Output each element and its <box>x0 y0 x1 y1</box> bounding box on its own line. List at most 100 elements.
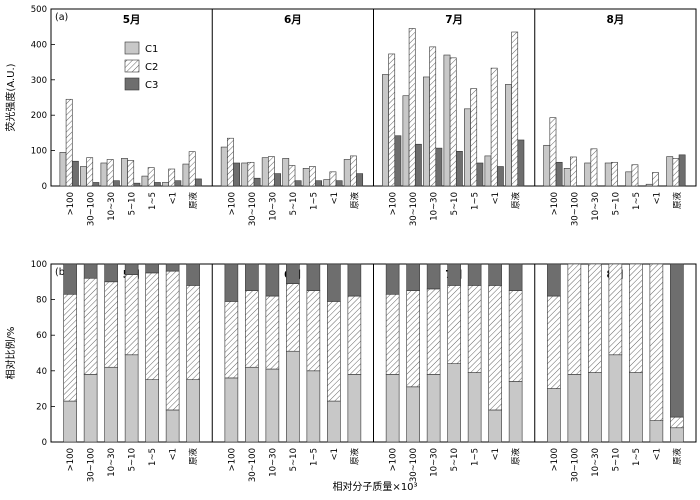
bar-c3 <box>347 263 362 297</box>
bar-c3 <box>253 177 261 187</box>
bar-c2 <box>449 57 457 187</box>
bar-c2 <box>83 277 98 375</box>
bar-c1 <box>508 381 523 443</box>
category-label: >100 <box>66 192 76 215</box>
category-label: 1~5 <box>632 192 642 210</box>
bar-c3 <box>447 263 461 286</box>
y-tick-label: 300 <box>31 76 47 86</box>
bar-c2 <box>408 28 416 187</box>
category-label: 30~100 <box>409 448 419 482</box>
bar-c3 <box>294 180 302 187</box>
bar-c2 <box>590 148 598 187</box>
bar-c3 <box>335 180 343 187</box>
bar-c1 <box>162 182 169 187</box>
category-label: <1 <box>330 192 340 205</box>
bar-c1 <box>83 374 98 443</box>
y-tick-label: 40 <box>36 367 47 377</box>
bar-c1 <box>261 157 269 187</box>
bar-c2 <box>567 263 582 375</box>
bar-c2 <box>286 283 300 352</box>
bar-c1 <box>347 374 362 443</box>
bar-c2 <box>288 165 296 187</box>
bar-c2 <box>547 295 561 389</box>
category-label: 10~30 <box>430 192 440 221</box>
bar-c2 <box>306 290 321 372</box>
bar-c3 <box>356 173 364 187</box>
bar-c1 <box>402 95 410 187</box>
y-tick-label: 100 <box>31 147 47 157</box>
bar-c2 <box>165 270 180 411</box>
bar-c3 <box>327 263 341 302</box>
category-label: <1 <box>652 448 662 461</box>
category-label: 10~30 <box>268 448 278 477</box>
category-label: 30~100 <box>87 192 97 226</box>
group-label: 8月 <box>606 14 624 26</box>
bar-c2 <box>63 293 77 402</box>
panel-label: (a) <box>55 12 68 23</box>
bar-c2 <box>429 46 437 187</box>
bar-c3 <box>186 263 200 286</box>
category-label: 原液 <box>672 448 683 466</box>
bar-c1 <box>302 168 310 187</box>
bar-c3 <box>286 263 300 284</box>
bar-c1 <box>385 374 400 443</box>
bar-c2 <box>631 164 639 187</box>
legend-label-c2: C2 <box>145 62 158 73</box>
category-label: 30~100 <box>570 448 580 482</box>
bar-c2 <box>104 281 118 368</box>
bar-c2 <box>629 263 643 373</box>
legend-swatch-c1 <box>124 41 140 55</box>
bar-c3 <box>555 161 563 187</box>
panel-label: (b) <box>55 267 68 278</box>
bar-c3 <box>306 263 321 292</box>
legend-swatch-c3 <box>124 77 140 91</box>
legend-label-c3: C3 <box>145 80 158 91</box>
bar-c1 <box>327 400 341 443</box>
category-label: 1~5 <box>148 448 158 466</box>
category-label: <1 <box>169 192 179 205</box>
bar-c3 <box>496 166 504 187</box>
category-label: 10~30 <box>430 448 440 477</box>
bar-c3 <box>274 173 282 187</box>
legend-swatch-c2 <box>124 59 140 73</box>
category-label: 5~10 <box>128 192 138 215</box>
category-label: 5~10 <box>289 448 299 471</box>
bar-c1 <box>282 158 290 187</box>
bar-c3 <box>124 263 139 275</box>
bar-c3 <box>104 263 118 283</box>
bar-c3 <box>145 263 159 274</box>
bar-c2 <box>467 285 482 373</box>
bar-c2 <box>350 155 357 187</box>
bar-c2 <box>388 53 396 187</box>
bar-c1 <box>323 179 331 187</box>
bar-c1 <box>464 108 471 187</box>
bar-c1 <box>588 372 602 443</box>
bar-c1 <box>423 76 430 187</box>
bar-c3 <box>224 263 239 302</box>
y-axis-label: 荧光强度(A.U.) <box>4 63 17 131</box>
bar-c1 <box>343 159 351 187</box>
category-label: >100 <box>227 448 237 471</box>
category-label: >100 <box>389 448 399 471</box>
bar-c2 <box>470 88 478 187</box>
bar-c2 <box>268 156 275 187</box>
bar-c2 <box>608 263 623 356</box>
y-tick-label: 500 <box>31 5 47 15</box>
y-tick-label: 0 <box>42 182 47 192</box>
bar-c2 <box>147 167 155 187</box>
bar-c3 <box>435 147 443 187</box>
bar-c2 <box>106 159 114 187</box>
bar-c1 <box>629 372 643 443</box>
bar-c3 <box>394 135 402 187</box>
bar-c1 <box>63 400 77 443</box>
bar-c2 <box>124 274 139 356</box>
group-label: 5月 <box>123 14 141 26</box>
category-label: 30~100 <box>87 448 97 482</box>
bar-c1 <box>406 386 420 443</box>
bar-c2 <box>227 137 234 187</box>
bar-c2 <box>168 168 176 187</box>
bar-c3 <box>488 263 502 286</box>
bar-c2 <box>127 160 135 187</box>
bar-c1 <box>265 368 280 443</box>
bar-c1 <box>165 409 180 443</box>
